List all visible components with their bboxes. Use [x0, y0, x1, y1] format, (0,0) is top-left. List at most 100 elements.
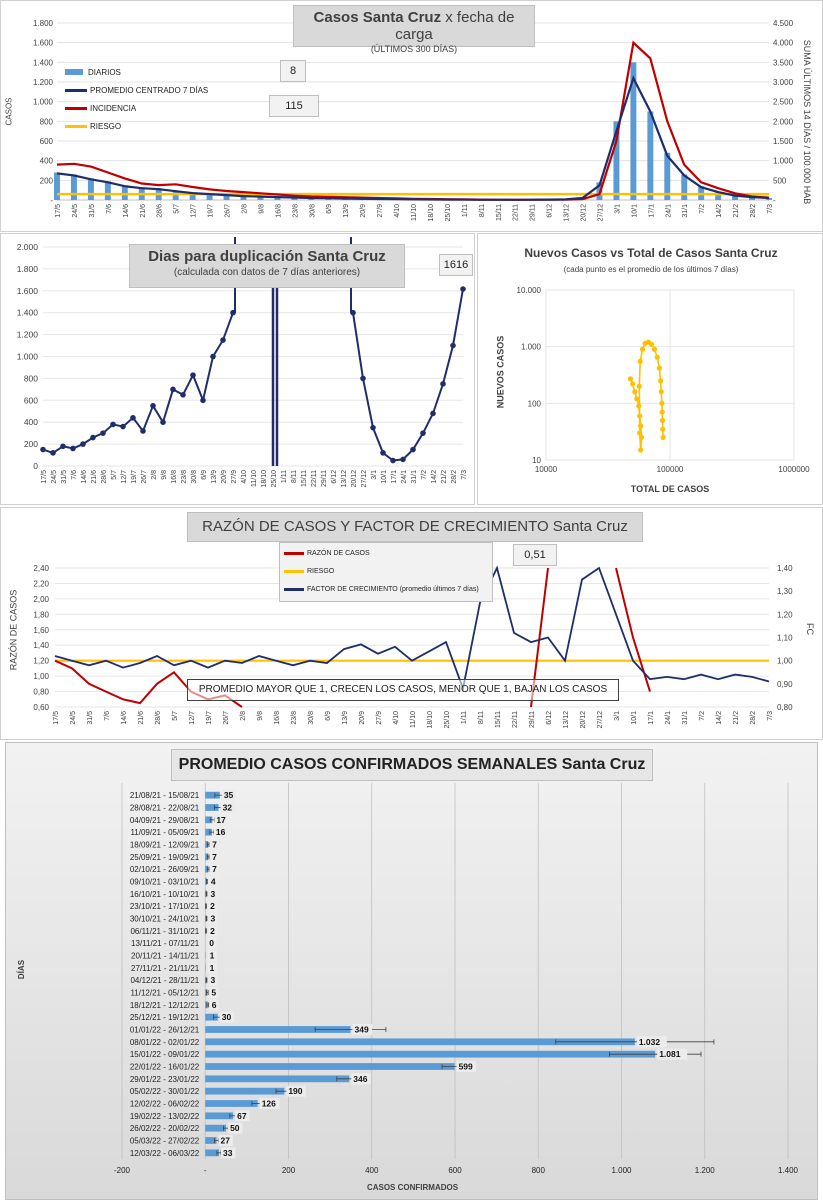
legend-label-riesgo: RIESGO: [90, 121, 122, 131]
point-duplicacion: [420, 430, 426, 436]
bar-value-label: 3: [210, 975, 215, 985]
chart5-x-tick: -: [204, 1166, 207, 1175]
bar-value-label: 50: [230, 1123, 240, 1133]
point-duplicacion: [180, 392, 186, 398]
chart4-x-tick: 2/8: [240, 711, 247, 721]
chart2-x-tick: 21/2: [441, 470, 448, 484]
chart5-category-label: 11/12/21 - 05/12/21: [130, 989, 199, 998]
chart5-category-label: 02/10/21 - 26/09/21: [130, 865, 200, 874]
chart2-value-box: 1616: [439, 254, 473, 276]
bar-diarios: [749, 196, 756, 200]
legend-swatch-razon: [284, 551, 304, 555]
chart-casos-fecha-carga: - 200 400 600 800 1.000 1.200 1.400 1.600 1.800 - 5…: [0, 0, 823, 232]
chart1-x-tick: 22/11: [513, 204, 520, 221]
chart2-y-tick: 1.000: [17, 352, 39, 362]
chart4-x-tick: 17/1: [648, 711, 655, 725]
bar-value-label: 1: [210, 963, 215, 973]
chart1-x-tick: 26/7: [225, 204, 232, 218]
chart2-x-tick: 9/8: [161, 470, 168, 480]
bar-value-label-bg: [220, 802, 235, 813]
point-duplicacion: [150, 402, 156, 409]
bar-value-label: 4: [211, 877, 216, 887]
bar-value-label-bg: [351, 1073, 371, 1085]
bar-value-label-bg: [213, 826, 229, 838]
chart2-y-tick: 2.000: [17, 242, 39, 252]
bar-value-label: 0: [209, 938, 214, 948]
chart1-subtitle: (ÚLTIMOS 300 DÍAS): [370, 44, 458, 54]
bar-value-label: 2: [210, 926, 215, 936]
chart4-x-tick: 13/12: [563, 711, 570, 729]
scatter-point: [659, 417, 666, 423]
chart1-x-tick: 23/8: [292, 204, 299, 218]
bar-semanal: [205, 791, 220, 799]
chart2-x-tick: 18/10: [261, 470, 268, 488]
bar-semanal: [205, 853, 209, 861]
bar-value-label: 16: [216, 827, 226, 837]
bar-value-label: 5: [211, 988, 216, 998]
scatter-point: [638, 423, 644, 429]
chart4-x-tick: 26/7: [223, 711, 230, 725]
bar-value-label-bg: [286, 1085, 306, 1097]
chart5-category-label: 06/11/21 - 31/10/21: [130, 927, 199, 936]
chart5-category-label: 16/10/21 - 10/10/21: [130, 890, 200, 899]
chart3-ylabel: NUEVOS CASOS: [495, 335, 506, 409]
point-duplicacion: [440, 381, 446, 387]
chart4-x-tick: 17/5: [53, 711, 60, 725]
chart4-x-tick: 22/11: [512, 711, 519, 728]
chart2-x-tick: 28/2: [451, 470, 458, 484]
bar-semanal: [205, 1075, 350, 1083]
chart4-x-tick: 27/9: [376, 711, 383, 725]
chart4-y-tick: 2,20: [33, 579, 49, 588]
bar-value-label-bg: [210, 863, 220, 875]
bar-semanal: [205, 1100, 258, 1107]
bar-value-label-bg: [456, 1061, 477, 1072]
chart2-x-tick: 5/7: [111, 470, 118, 480]
chart-promedio-semanal: -200-200 400 600 800 1.000 1.200 1.400 21/08/21…: [5, 742, 818, 1200]
bar-value-label-bg: [259, 1098, 280, 1109]
point-duplicacion: [120, 423, 126, 430]
chart2-x-tick: 22/11: [311, 470, 318, 487]
chart3-y-tick: 10.000: [517, 286, 542, 295]
point-duplicacion: [110, 421, 116, 428]
chart2-title: Dias para duplicación Santa Cruz: [148, 248, 386, 265]
scatter-point: [638, 434, 645, 441]
bar-value-label-bg: [210, 851, 220, 863]
chart2-x-tick: 20/12: [351, 470, 358, 488]
bar-value-label: 126: [262, 1099, 276, 1109]
chart1-x-tick: 7/2: [699, 204, 706, 214]
chart1-y-tick: 1.800: [33, 19, 54, 28]
chart4-y-tick: 1,80: [33, 610, 49, 619]
chart3-title: Nuevos Casos vs Total de Casos Santa Cru…: [524, 246, 778, 260]
chart2-x-tick: 17/5: [41, 470, 48, 484]
point-duplicacion: [370, 424, 376, 431]
chart1-x-tick: 6/9: [326, 204, 333, 214]
chart2-x-tick: 30/8: [191, 470, 198, 484]
chart4-x-tick: 5/7: [172, 711, 179, 721]
chart5-category-label: 04/09/21 - 29/08/21: [130, 816, 200, 825]
chart2-x-tick: 13/9: [211, 470, 218, 484]
chart-nuevos-vs-total: 10 100 1.000 10.000 10000 100000 1000000 Nuevo…: [477, 233, 823, 505]
chart2-x-tick: 1/11: [281, 470, 288, 483]
bar-value-label: 30: [222, 1012, 232, 1022]
scatter-point: [656, 365, 662, 371]
bar-value-label: 1.081: [659, 1049, 681, 1059]
chart5-category-label: 12/03/22 - 06/03/22: [130, 1149, 200, 1158]
point-duplicacion: [200, 397, 206, 404]
chart2-x-tick: 29/11: [321, 470, 328, 487]
bar-value-label-bg: [221, 789, 237, 801]
chart1-x-tick: 31/1: [682, 204, 689, 218]
legend-label-riesgo-fc: RIESGO: [307, 567, 335, 575]
chart1-x-tick: 27/12: [597, 204, 604, 222]
chart2-y-tick: 800: [24, 373, 38, 383]
bar-diarios: [664, 152, 671, 200]
point-duplicacion: [100, 430, 106, 436]
chart1-y-axis-title: CASOS: [4, 97, 14, 126]
scatter-point: [632, 389, 638, 395]
scatter-point: [627, 376, 634, 382]
chart1-x-tick: 13/9: [343, 204, 350, 218]
bar-diarios: [715, 191, 722, 200]
chart5-y-axis-title: DÍAS: [17, 960, 26, 979]
chart1-x-tick: 17/1: [648, 204, 655, 218]
chart1-y-tick-right: 2.000: [773, 117, 794, 126]
bar-diarios: [70, 174, 77, 200]
